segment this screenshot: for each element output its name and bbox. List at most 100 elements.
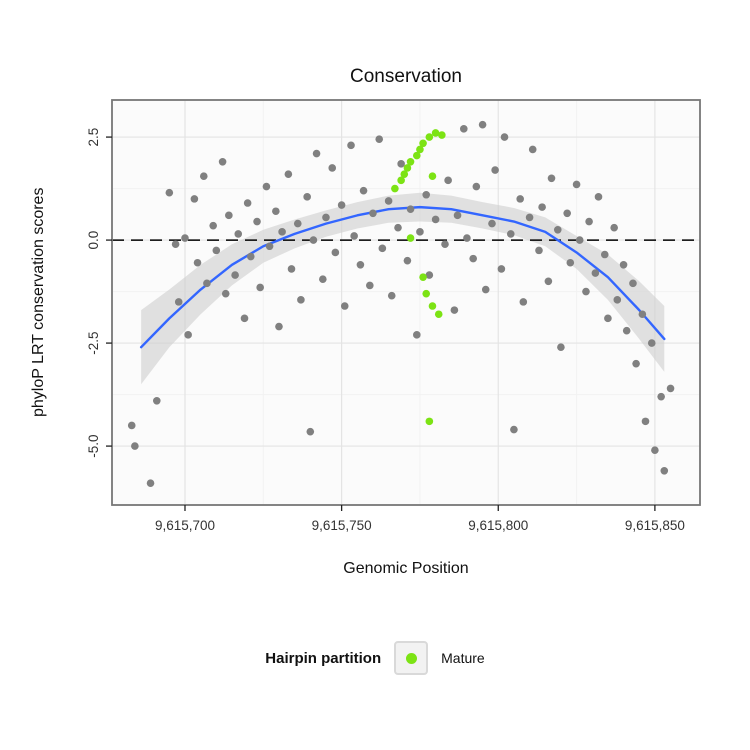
scatter-point-other [221, 289, 230, 298]
scatter-point-other [632, 359, 640, 368]
scatter-point-other [356, 261, 365, 269]
scatter-point-other [519, 298, 528, 306]
scatter-point-mature [403, 164, 412, 172]
scatter-point-other [262, 182, 271, 191]
scatter-point-other [256, 283, 264, 292]
scatter-point-other [528, 145, 537, 154]
scatter-point-other [638, 310, 647, 319]
scatter-point-other [647, 339, 656, 347]
scatter-point-other [629, 279, 637, 288]
scatter-point-other [641, 417, 650, 426]
scatter-point-mature [406, 158, 415, 166]
scatter-point-other [152, 396, 161, 405]
scatter-point-mature [428, 302, 437, 310]
scatter-point-other [231, 271, 239, 279]
legend-title: Hairpin partition [265, 649, 382, 667]
scatter-point-other [378, 244, 387, 253]
scatter-point-other [497, 265, 506, 273]
scatter-point-other [337, 201, 346, 209]
scatter-point-other [604, 314, 612, 323]
scatter-point-other [619, 261, 628, 269]
scatter-points-mature [391, 129, 446, 426]
scatter-point-other [403, 256, 412, 265]
scatter-point-other [591, 269, 600, 277]
x-tick-label: 9,615,750 [312, 518, 372, 533]
scatter-point-other [184, 331, 192, 339]
x-axis-label: Genomic Position [343, 560, 469, 577]
scatter-point-mature [406, 234, 415, 242]
scatter-point-other [516, 195, 524, 203]
scatter-point-other [472, 182, 481, 191]
scatter-point-other [253, 217, 261, 226]
scatter-point-other [127, 421, 136, 430]
scatter-point-other [510, 425, 518, 434]
scatter-point-other [459, 125, 468, 133]
x-axis-ticks: 9,615,700 9,615,750 9,615,800 9,615,850 [155, 505, 685, 533]
scatter-point-other [190, 195, 199, 203]
scatter-point-other [547, 174, 556, 183]
scatter-point-other [174, 298, 183, 306]
scatter-point-other [131, 442, 139, 450]
scatter-point-other [359, 186, 368, 195]
y-tick-label: 0.0 [86, 231, 101, 250]
scatter-point-other [350, 232, 358, 240]
loess-trend-line [139, 205, 666, 349]
scatter-point-other [394, 223, 402, 232]
scatter-point-other [425, 271, 434, 279]
scatter-point-mature [419, 139, 427, 148]
scatter-point-other [278, 228, 286, 236]
scatter-point-mature [425, 417, 434, 426]
scatter-point-other [431, 215, 440, 224]
scatter-point-other [171, 240, 180, 249]
scatter-point-other [544, 277, 553, 286]
scatter-point-mature [422, 289, 431, 298]
scatter-point-other [322, 213, 330, 222]
scatter-point-other [328, 164, 337, 172]
scatter-point-other [413, 331, 421, 339]
scatter-point-other [594, 193, 603, 201]
scatter-point-other [340, 302, 349, 310]
scatter-point-other [563, 209, 571, 218]
scatter-point-other [369, 209, 377, 218]
scatter-point-other [613, 296, 622, 304]
scatter-point-other [312, 149, 321, 158]
scatter-point-mature [397, 176, 405, 185]
scatter-point-other [319, 275, 327, 284]
scatter-point-other [478, 120, 487, 129]
legend: Hairpin partition Mature [0, 638, 750, 678]
scatter-point-other [500, 133, 509, 141]
scatter-point-other [297, 296, 305, 304]
scatter-point-other [275, 322, 283, 331]
scatter-point-other [272, 207, 280, 216]
y-tick-label: 2.5 [86, 128, 101, 147]
scatter-point-other [557, 343, 565, 352]
scatter-point-other [657, 392, 665, 401]
scatter-point-other [387, 291, 396, 300]
scatter-point-other [488, 219, 496, 228]
scatter-point-mature [434, 310, 443, 319]
scatter-point-other [416, 228, 424, 236]
scatter-point-other [463, 234, 471, 242]
scatter-point-other [600, 250, 609, 259]
legend-key-mature [394, 641, 429, 675]
scatter-point-other [287, 265, 296, 273]
scatter-point-other [225, 211, 233, 220]
scatter-point-other [553, 225, 562, 234]
scatter-point-other [209, 221, 217, 230]
x-tick-label: 9,615,800 [468, 518, 528, 533]
scatter-point-mature [438, 131, 446, 139]
scatter-point-other [165, 188, 174, 197]
chart-title: Conservation [350, 66, 462, 87]
scatter-point-other [293, 219, 302, 228]
scatter-point-other [397, 160, 405, 168]
y-tick-label: -5.0 [86, 434, 101, 457]
scatter-point-other [469, 254, 477, 263]
scatter-point-other [575, 236, 584, 244]
scatter-point-mature [425, 133, 434, 141]
scatter-point-other [375, 135, 384, 143]
mature-dot-icon [405, 652, 417, 664]
y-tick-label: -2.5 [86, 331, 101, 354]
scatter-point-mature [428, 172, 437, 181]
